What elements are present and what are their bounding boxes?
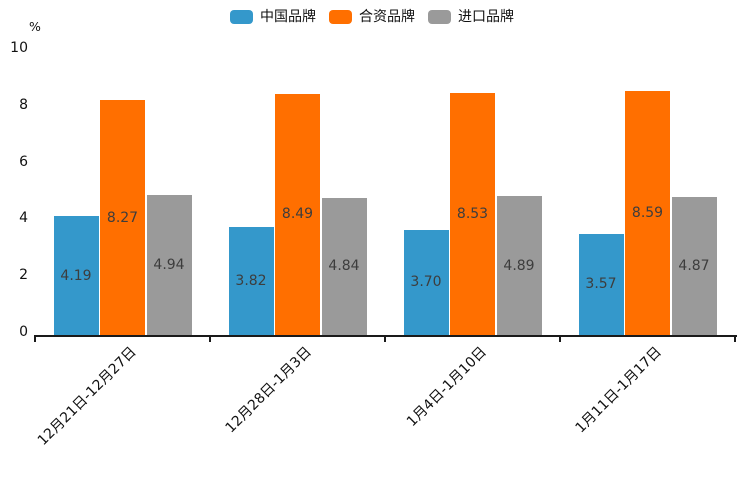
y-tick-label: 4 [19,210,28,227]
bar [321,197,367,335]
bar-value-label: 8.27 [106,209,139,226]
bar [625,91,670,335]
y-tick-label: 8 [19,96,28,113]
bar [275,93,320,335]
bar [578,233,624,335]
x-category-label: 1月11日-1月17日 [572,344,665,437]
y-tick-label: 6 [19,153,28,170]
bar-value-label: 4.84 [328,258,360,275]
legend-item-2[interactable]: 进口品牌 [428,9,514,25]
bar-value-label: 4.89 [503,257,535,274]
x-category-label: 12月28日-1月3日 [222,344,315,437]
y-tick-label: 0 [19,324,28,340]
y-tick-label: 2 [19,267,28,284]
legend-item-0[interactable]: 中国品牌 [230,9,316,25]
y-axis-unit-label: % [29,19,41,34]
x-tick-mark [734,336,736,342]
legend-item-label: 合资品牌 [359,9,415,25]
bar-value-label: 3.57 [585,276,617,293]
bar [146,194,192,335]
bar-value-label: 3.82 [235,272,267,289]
x-tick-mark [384,336,386,342]
bar [53,216,99,335]
legend-item-label: 进口品牌 [458,9,514,25]
bar [496,196,542,335]
legend-swatch-icon [230,10,253,24]
x-tick-mark [209,336,211,342]
bar-value-label: 4.87 [678,257,710,274]
legend-swatch-icon [329,10,352,24]
bar-value-label: 4.94 [153,256,185,273]
x-category-label: 1月4日-1月10日 [403,344,490,430]
bar-value-label: 8.59 [631,205,664,222]
legend-item-label: 中国品牌 [260,9,316,25]
bar [450,92,495,335]
y-tick-label: 10 [10,40,28,56]
bar [403,229,449,335]
legend: 中国品牌 合资品牌 进口品牌 [0,9,744,25]
bar [100,100,145,335]
x-tick-mark [34,336,36,342]
bar-value-label: 4.19 [60,267,92,284]
bar [671,196,717,335]
bar [228,226,274,335]
legend-item-1[interactable]: 合资品牌 [329,9,415,25]
legend-swatch-icon [428,10,451,24]
x-category-label: 12月21日-12月27日 [34,344,140,449]
bar-value-label: 8.53 [456,205,489,222]
bar-value-label: 8.49 [281,206,314,223]
bar-value-label: 3.70 [410,274,442,291]
x-tick-mark [559,336,561,342]
